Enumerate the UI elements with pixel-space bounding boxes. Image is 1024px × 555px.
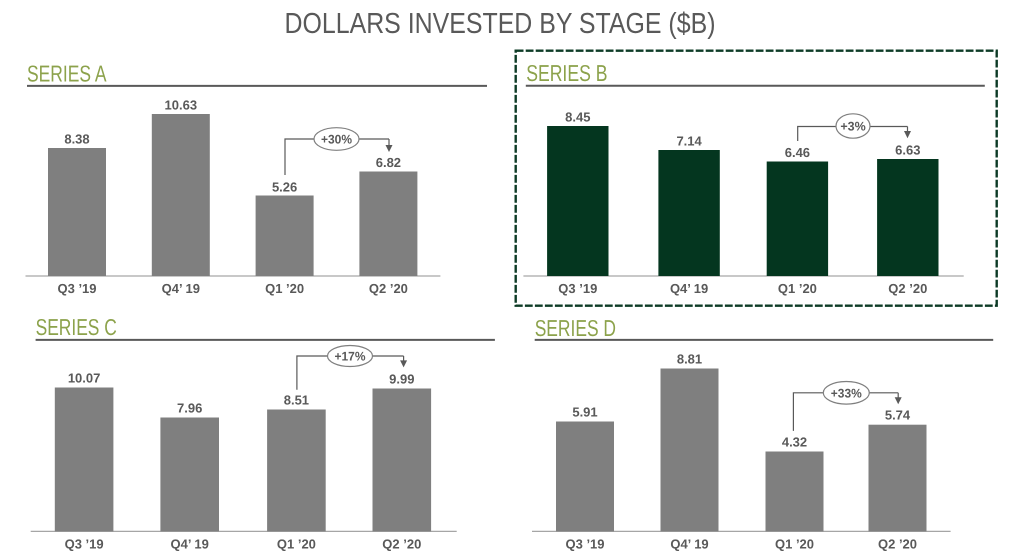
svg-text:SERIES D: SERIES D bbox=[535, 315, 616, 341]
svg-text:8.45: 8.45 bbox=[565, 110, 590, 125]
svg-text:Q4’ 19: Q4’ 19 bbox=[670, 281, 708, 296]
svg-text:5.26: 5.26 bbox=[272, 179, 297, 194]
svg-text:6.63: 6.63 bbox=[895, 143, 920, 158]
svg-text:SERIES A: SERIES A bbox=[27, 60, 107, 86]
svg-text:Q1 ’20: Q1 ’20 bbox=[265, 281, 304, 296]
svg-text:Q3 ’19: Q3 ’19 bbox=[57, 281, 96, 296]
svg-text:+30%: +30% bbox=[321, 133, 352, 147]
svg-text:6.46: 6.46 bbox=[785, 145, 810, 160]
svg-text:Q3 ’19: Q3 ’19 bbox=[565, 537, 604, 552]
svg-text:SERIES C: SERIES C bbox=[36, 314, 117, 340]
svg-text:+17%: +17% bbox=[335, 350, 366, 364]
svg-text:10.63: 10.63 bbox=[165, 97, 198, 112]
svg-text:+33%: +33% bbox=[831, 386, 862, 400]
svg-text:8.51: 8.51 bbox=[284, 393, 309, 408]
svg-text:10.07: 10.07 bbox=[68, 371, 101, 386]
svg-text:6.82: 6.82 bbox=[376, 155, 401, 170]
svg-text:Q1 ’20: Q1 ’20 bbox=[277, 537, 316, 552]
svg-text:Q2 ’20: Q2 ’20 bbox=[382, 537, 421, 552]
svg-text:Q1 ’20: Q1 ’20 bbox=[775, 537, 814, 552]
svg-text:7.14: 7.14 bbox=[676, 134, 702, 149]
svg-text:+3%: +3% bbox=[840, 120, 865, 134]
svg-text:DOLLARS INVESTED BY STAGE ($B): DOLLARS INVESTED BY STAGE ($B) bbox=[285, 8, 716, 40]
svg-text:Q2 ’20: Q2 ’20 bbox=[878, 537, 917, 552]
svg-text:9.99: 9.99 bbox=[389, 372, 414, 387]
svg-text:7.96: 7.96 bbox=[177, 401, 202, 416]
svg-text:Q4’ 19: Q4’ 19 bbox=[162, 281, 200, 296]
svg-text:8.38: 8.38 bbox=[64, 132, 89, 147]
svg-text:Q1 ’20: Q1 ’20 bbox=[778, 281, 817, 296]
svg-text:4.32: 4.32 bbox=[782, 435, 807, 450]
svg-text:Q2 ’20: Q2 ’20 bbox=[369, 281, 408, 296]
svg-text:5.91: 5.91 bbox=[572, 405, 597, 420]
svg-text:Q3 ’19: Q3 ’19 bbox=[558, 281, 597, 296]
svg-text:Q4’ 19: Q4’ 19 bbox=[670, 537, 708, 552]
svg-text:8.81: 8.81 bbox=[677, 352, 702, 367]
svg-text:Q4’ 19: Q4’ 19 bbox=[171, 537, 209, 552]
svg-text:Q3 ’19: Q3 ’19 bbox=[65, 537, 104, 552]
svg-text:5.74: 5.74 bbox=[885, 408, 911, 423]
svg-text:SERIES B: SERIES B bbox=[526, 60, 607, 86]
svg-text:Q2 ’20: Q2 ’20 bbox=[888, 281, 927, 296]
